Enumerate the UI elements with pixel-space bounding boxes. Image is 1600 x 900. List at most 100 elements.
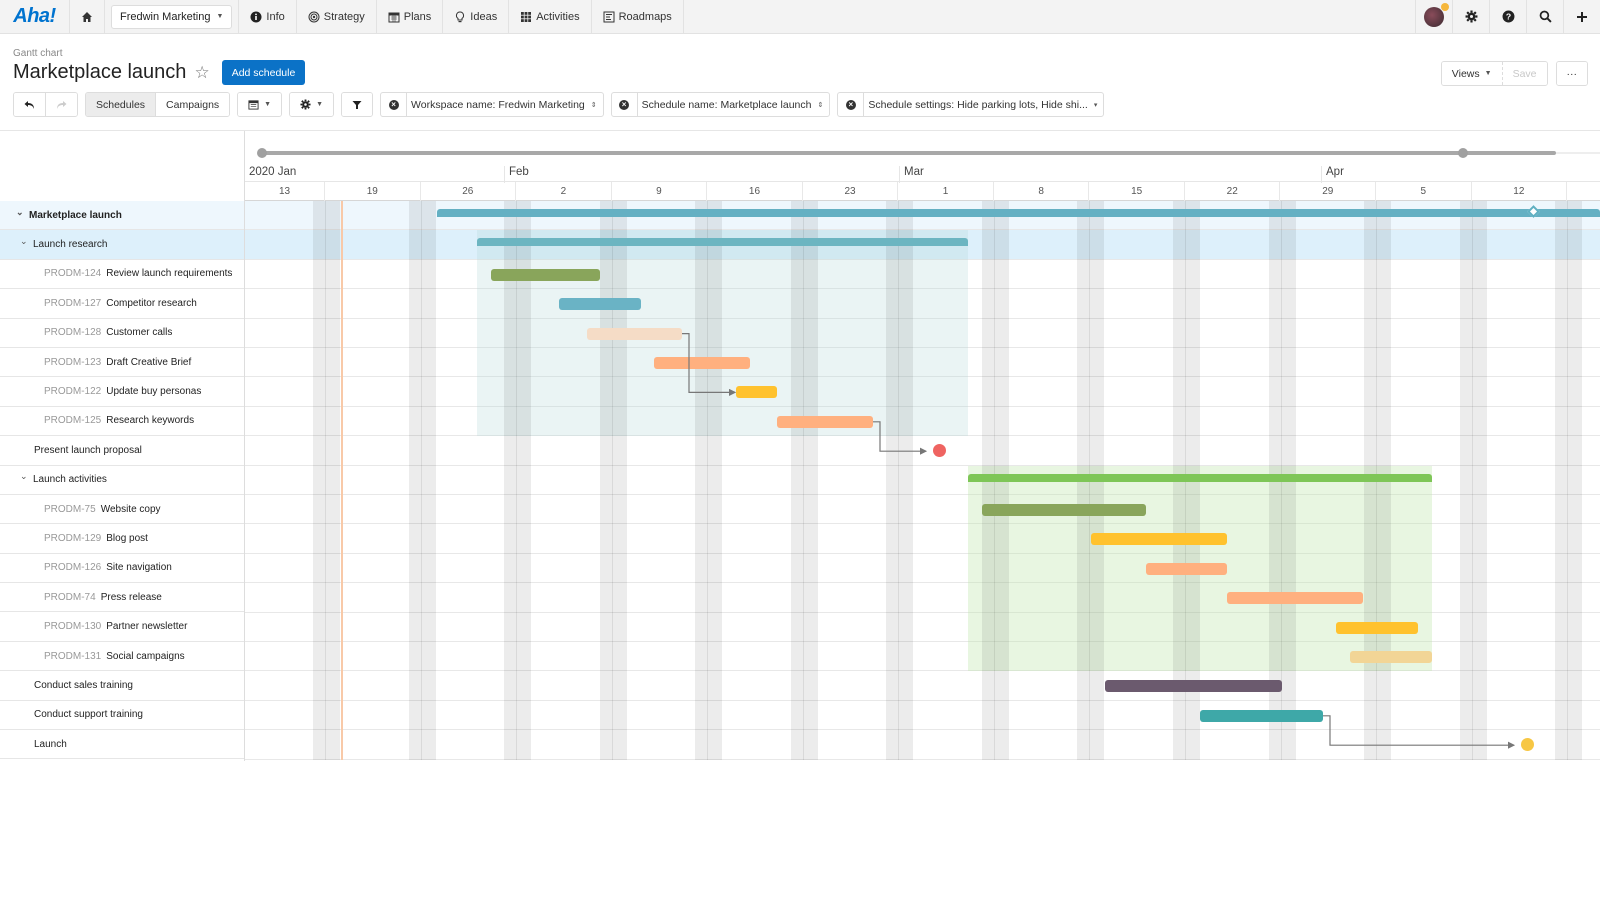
record-key[interactable]: PRODM-126 xyxy=(44,562,102,574)
summary-bar[interactable] xyxy=(968,473,1432,482)
filter-icon xyxy=(352,100,362,109)
filter-workspace-dropdown[interactable]: Workspace name: Fredwin Marketing ⇕ xyxy=(407,93,603,116)
task-bar[interactable] xyxy=(736,386,777,399)
record-key[interactable]: PRODM-129 xyxy=(44,532,102,544)
weekend-band xyxy=(695,201,723,760)
summary-bar[interactable] xyxy=(477,238,968,247)
record-key[interactable]: PRODM-124 xyxy=(44,268,102,280)
search-button[interactable] xyxy=(1526,0,1563,33)
record-key[interactable]: PRODM-74 xyxy=(44,591,96,603)
task-bar[interactable] xyxy=(1336,621,1418,634)
save-button[interactable]: Save xyxy=(1501,62,1547,85)
task-bar[interactable] xyxy=(654,357,750,369)
nav-strategy[interactable]: Strategy xyxy=(297,0,377,33)
gantt-row[interactable]: Launch xyxy=(0,730,244,760)
gantt-lane xyxy=(245,348,1600,378)
add-schedule-button[interactable]: Add schedule xyxy=(221,60,306,85)
gantt-lane xyxy=(245,377,1600,407)
gantt-row-prodm-74[interactable]: PRODM-74 Press release xyxy=(0,583,244,613)
gantt-row-prodm-127[interactable]: PRODM-127 Competitor research xyxy=(0,289,244,319)
task-bar[interactable] xyxy=(587,327,682,340)
range-end-handle[interactable] xyxy=(1458,148,1468,158)
task-bar[interactable] xyxy=(559,298,641,311)
record-key[interactable]: PRODM-127 xyxy=(44,297,102,309)
remove-filter-button[interactable]: × xyxy=(612,93,638,116)
gantt-row[interactable]: Conduct support training xyxy=(0,701,244,731)
task-bar[interactable] xyxy=(491,268,600,281)
nav-plans-label: Plans xyxy=(403,10,432,23)
gantt-row[interactable]: ⌄ Marketplace launch xyxy=(0,201,244,231)
gantt-row-prodm-122[interactable]: PRODM-122 Update buy personas xyxy=(0,377,244,407)
tab-campaigns[interactable]: Campaigns xyxy=(155,93,230,116)
views-button[interactable]: Views ▼ xyxy=(1441,62,1502,85)
nav-plans[interactable]: Plans xyxy=(377,0,444,33)
settings-dropdown-button[interactable]: ▼ xyxy=(290,93,334,116)
more-options-button[interactable]: ··· xyxy=(1556,62,1587,85)
timeline-range-slider[interactable] xyxy=(262,151,1556,155)
header-divider xyxy=(0,130,1600,131)
undo-button[interactable] xyxy=(14,93,45,116)
workspace-selector[interactable]: Fredwin Marketing ▼ xyxy=(111,4,233,29)
task-bar[interactable] xyxy=(1200,709,1323,722)
task-bar[interactable] xyxy=(1105,680,1282,693)
nav-info[interactable]: Info xyxy=(239,0,297,33)
gantt-row[interactable]: ⌄ Launch activities xyxy=(0,466,244,495)
record-key[interactable]: PRODM-131 xyxy=(44,650,102,662)
record-key[interactable]: PRODM-128 xyxy=(44,327,102,339)
task-bar[interactable] xyxy=(1350,651,1432,663)
gantt-row-prodm-124[interactable]: PRODM-124 Review launch requirements xyxy=(0,260,244,290)
milestone-marker[interactable] xyxy=(1521,738,1534,752)
filter-label: Workspace name: Fredwin Marketing xyxy=(411,98,585,111)
chevron-down-icon[interactable]: ⌄ xyxy=(20,471,28,482)
settings-button[interactable] xyxy=(1452,0,1489,33)
nav-activities[interactable]: Activities xyxy=(509,0,592,33)
home-button[interactable] xyxy=(70,0,105,33)
tab-schedules[interactable]: Schedules xyxy=(86,93,156,116)
gantt-row[interactable]: Conduct sales training xyxy=(0,671,244,701)
remove-filter-button[interactable]: × xyxy=(838,93,865,116)
gantt-row-prodm-129[interactable]: PRODM-129 Blog post xyxy=(0,524,244,554)
nav-roadmaps[interactable]: Roadmaps xyxy=(592,0,684,33)
record-key[interactable]: PRODM-75 xyxy=(44,503,96,515)
filter-schedule-dropdown[interactable]: Schedule name: Marketplace launch ⇕ xyxy=(638,93,830,116)
record-key[interactable]: PRODM-130 xyxy=(44,621,102,633)
task-bar[interactable] xyxy=(1146,562,1227,575)
gantt-row-prodm-131[interactable]: PRODM-131 Social campaigns xyxy=(0,642,244,672)
date-range-button[interactable]: ▼ xyxy=(238,93,282,116)
user-avatar-button[interactable] xyxy=(1415,0,1452,33)
gantt-row-prodm-75[interactable]: PRODM-75 Website copy xyxy=(0,495,244,525)
week-divider xyxy=(325,201,326,760)
record-key[interactable]: PRODM-123 xyxy=(44,356,102,368)
chevron-down-icon[interactable]: ⌄ xyxy=(16,206,24,217)
gantt-row[interactable]: ⌄ Launch research xyxy=(0,230,244,260)
chevron-down-icon: ▾ xyxy=(1093,101,1098,109)
range-start-handle[interactable] xyxy=(257,148,267,158)
top-navigation: Aha! Fredwin Marketing ▼ Info Strategy P… xyxy=(0,0,1600,34)
gantt-row[interactable]: Present launch proposal xyxy=(0,436,244,466)
help-button[interactable]: ? xyxy=(1489,0,1526,33)
nav-ideas[interactable]: Ideas xyxy=(443,0,510,33)
gantt-row-prodm-130[interactable]: PRODM-130 Partner newsletter xyxy=(0,612,244,642)
info-icon xyxy=(250,11,262,22)
gantt-row-prodm-126[interactable]: PRODM-126 Site navigation xyxy=(0,554,244,584)
filter-button[interactable] xyxy=(342,93,373,116)
summary-bar[interactable] xyxy=(437,209,1600,217)
gantt-row-prodm-128[interactable]: PRODM-128 Customer calls xyxy=(0,319,244,348)
task-bar[interactable] xyxy=(1227,592,1363,605)
task-bar[interactable] xyxy=(777,415,873,428)
record-key[interactable]: PRODM-122 xyxy=(44,386,102,398)
filter-settings-dropdown[interactable]: Schedule settings: Hide parking lots, Hi… xyxy=(864,93,1103,116)
week-label: 8 xyxy=(994,182,1090,201)
task-bar[interactable] xyxy=(1091,533,1227,546)
chevron-down-icon[interactable]: ⌄ xyxy=(20,236,28,247)
gantt-row-prodm-123[interactable]: PRODM-123 Draft Creative Brief xyxy=(0,348,244,378)
favorite-star-icon[interactable]: ☆ xyxy=(194,62,210,82)
add-button[interactable] xyxy=(1563,0,1600,33)
gantt-row-prodm-125[interactable]: PRODM-125 Research keywords xyxy=(0,407,244,437)
aha-logo[interactable]: Aha! xyxy=(0,0,70,33)
remove-filter-button[interactable]: × xyxy=(381,93,408,116)
redo-button[interactable] xyxy=(45,93,77,116)
task-bar[interactable] xyxy=(982,504,1146,516)
milestone-marker[interactable] xyxy=(933,444,946,458)
record-key[interactable]: PRODM-125 xyxy=(44,415,102,427)
